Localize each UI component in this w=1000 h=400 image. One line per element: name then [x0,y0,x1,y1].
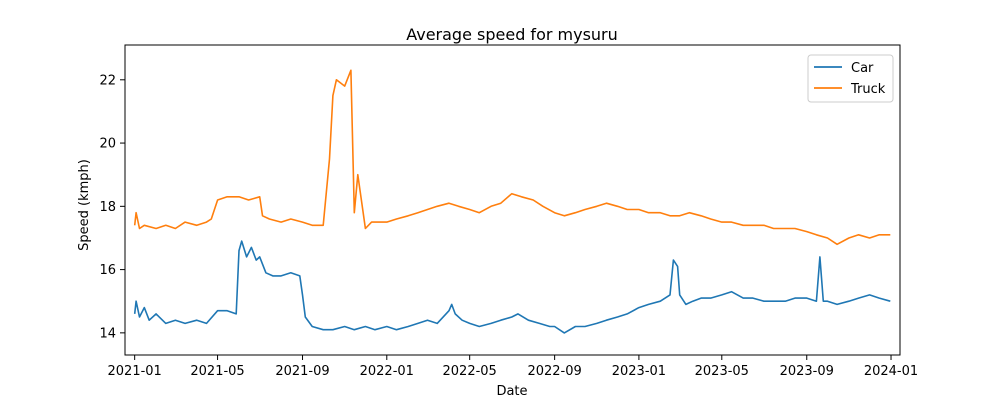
x-tick-label: 2023-05 [695,364,749,379]
x-tick-label: 2023-01 [612,364,666,379]
x-tick-label: 2022-05 [443,364,497,379]
y-tick-label: 18 [99,200,116,215]
series-line-truck [133,69,891,246]
x-tick-label: 2023-09 [780,364,834,379]
x-tick-label: 2022-09 [527,364,581,379]
x-tick-label: 2021-05 [190,364,244,379]
plot-frame [124,44,901,356]
x-tick-label: 2021-01 [108,364,162,379]
legend-label-truck: Truck [850,82,886,97]
y-tick-label: 16 [99,263,116,278]
y-tick-label: 14 [99,326,116,341]
series-line-car [133,240,891,334]
x-tick-label: 2022-01 [360,364,414,379]
legend-label-car: Car [851,61,874,76]
x-tick-label: 2021-09 [275,364,329,379]
y-axis-title: Speed (kmph) [77,159,92,251]
legend: Car Truck [807,54,894,103]
chart-title: Average speed for mysuru [406,25,618,44]
plot-area: 2021-01 2021-05 2021-09 2022-01 2022-05 2022-… [99,44,918,379]
x-tick-label: 2024-01 [864,364,918,379]
y-tick-label: 20 [99,137,116,152]
y-tick-label: 22 [99,73,116,88]
x-axis-title: Date [496,384,527,399]
